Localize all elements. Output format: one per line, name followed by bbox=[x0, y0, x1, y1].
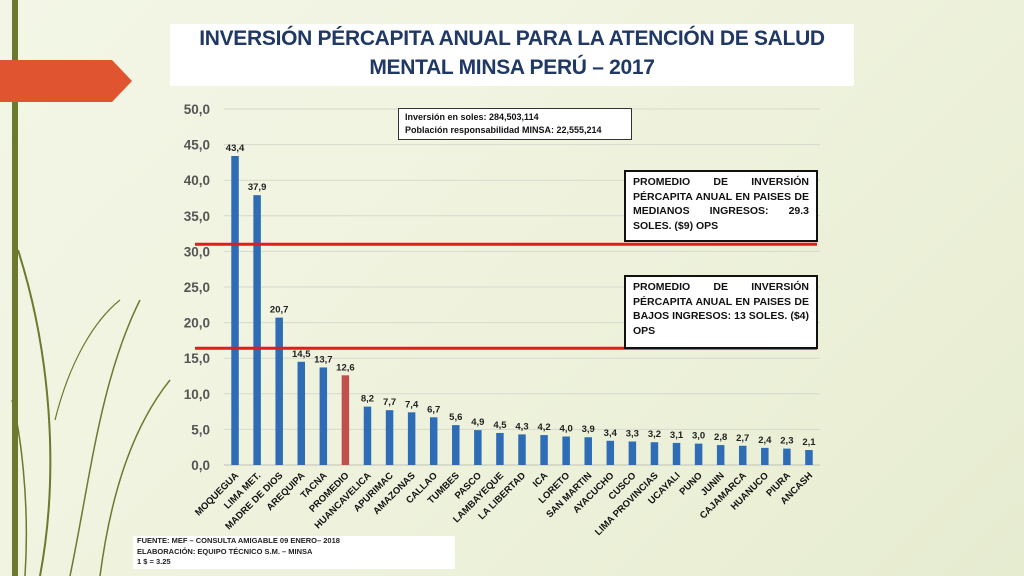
bar bbox=[275, 317, 283, 465]
decorative-stems bbox=[0, 0, 171, 576]
data-label: 4,2 bbox=[537, 422, 550, 433]
bar bbox=[628, 441, 637, 465]
stem-curve bbox=[17, 249, 52, 576]
footer-exchange-rate: 1 $ = 3.25 bbox=[137, 557, 171, 566]
bar bbox=[761, 447, 769, 465]
y-tick-label: 25,0 bbox=[184, 280, 210, 295]
bar bbox=[738, 445, 747, 465]
data-label: 3,2 bbox=[648, 429, 661, 440]
bar bbox=[474, 430, 482, 465]
population-total: Población responsabilidad MINSA: 22,555,… bbox=[405, 125, 602, 135]
bar bbox=[562, 436, 570, 465]
data-label: 20,7 bbox=[270, 305, 289, 316]
data-label: 37,9 bbox=[248, 182, 267, 193]
data-label: 43,4 bbox=[226, 143, 245, 154]
y-tick-label: 30,0 bbox=[184, 244, 210, 259]
bar bbox=[429, 417, 438, 465]
data-label: 3,1 bbox=[670, 430, 684, 441]
footer-elaboration: ELABORACIÓN: EQUIPO TÉCNICO S.M. – MINSA bbox=[137, 546, 313, 556]
bar bbox=[606, 440, 615, 465]
chart-title-line-2: MENTAL MINSA PERÚ – 2017 bbox=[369, 56, 655, 79]
y-tick-label: 5,0 bbox=[191, 422, 210, 437]
data-label: 4,5 bbox=[493, 420, 507, 431]
middle-income-note: PROMEDIO DE INVERSIÓN PÉRCAPITA ANUAL EN… bbox=[624, 170, 818, 242]
data-label: 13,7 bbox=[314, 354, 333, 365]
low-income-note: PROMEDIO DE INVERSIÓN PÉRCAPITA ANUAL EN… bbox=[624, 275, 818, 349]
data-label: 7,7 bbox=[383, 397, 396, 408]
data-label: 5,6 bbox=[449, 412, 462, 423]
chart-title-line-1: INVERSIÓN PÉRCAPITA ANUAL PARA LA ATENCI… bbox=[199, 27, 825, 50]
y-tick-label: 15,0 bbox=[184, 351, 210, 366]
y-tick-label: 35,0 bbox=[184, 209, 210, 224]
bar bbox=[650, 442, 659, 465]
y-tick-label: 20,0 bbox=[184, 316, 210, 331]
data-label: 3,4 bbox=[604, 428, 618, 439]
source-footer: FUENTE: MEF – CONSULTA AMIGABLE 09 ENERO… bbox=[133, 536, 455, 569]
footer-source: FUENTE: MEF – CONSULTA AMIGABLE 09 ENERO… bbox=[137, 536, 340, 545]
bar bbox=[584, 437, 592, 465]
bar bbox=[231, 155, 239, 465]
bar bbox=[783, 448, 791, 465]
y-tick-label: 45,0 bbox=[184, 138, 210, 153]
data-label: 2,3 bbox=[780, 436, 793, 447]
investment-info-box: Inversión en soles: 284,503,114 Població… bbox=[398, 108, 632, 140]
y-tick-label: 10,0 bbox=[184, 387, 210, 402]
bar bbox=[672, 442, 681, 465]
data-label: 4,3 bbox=[515, 421, 528, 432]
stem-curve bbox=[99, 379, 171, 576]
data-label: 4,0 bbox=[560, 424, 573, 435]
data-label: 3,3 bbox=[626, 429, 639, 440]
bar bbox=[297, 361, 306, 465]
data-label: 2,8 bbox=[714, 432, 727, 443]
bar bbox=[253, 195, 261, 466]
bar bbox=[452, 425, 460, 465]
investment-total: Inversión en soles: 284,503,114 bbox=[405, 112, 539, 122]
data-label: 8,2 bbox=[361, 394, 374, 405]
chart-title-box: INVERSIÓN PÉRCAPITA ANUAL PARA LA ATENCI… bbox=[170, 24, 854, 86]
bar bbox=[805, 450, 813, 465]
stem-curve bbox=[69, 299, 141, 576]
y-tick-label: 0,0 bbox=[191, 458, 210, 473]
data-label: 2,1 bbox=[802, 437, 816, 448]
bar bbox=[319, 367, 328, 465]
data-label: 4,9 bbox=[471, 417, 484, 428]
data-label: 12,6 bbox=[336, 362, 355, 373]
bar bbox=[385, 410, 394, 465]
data-label: 2,7 bbox=[736, 433, 749, 444]
bar bbox=[341, 375, 350, 465]
bar bbox=[694, 443, 703, 465]
data-label: 3,0 bbox=[692, 431, 705, 442]
left-edge-bar bbox=[12, 0, 18, 576]
bar bbox=[540, 435, 548, 465]
data-label: 7,4 bbox=[405, 399, 419, 410]
stem-curve bbox=[54, 299, 121, 421]
bar bbox=[363, 406, 372, 465]
y-tick-label: 50,0 bbox=[184, 102, 210, 117]
arrow-icon bbox=[0, 60, 132, 102]
stem-curve bbox=[11, 399, 28, 576]
bar bbox=[716, 445, 725, 465]
y-tick-label: 40,0 bbox=[184, 173, 210, 188]
bar bbox=[407, 412, 416, 465]
data-label: 3,9 bbox=[582, 424, 595, 435]
bar bbox=[496, 432, 504, 465]
data-label: 2,4 bbox=[758, 435, 772, 446]
data-label: 14,5 bbox=[292, 349, 311, 360]
bar bbox=[518, 434, 526, 465]
data-label: 6,7 bbox=[427, 404, 440, 415]
